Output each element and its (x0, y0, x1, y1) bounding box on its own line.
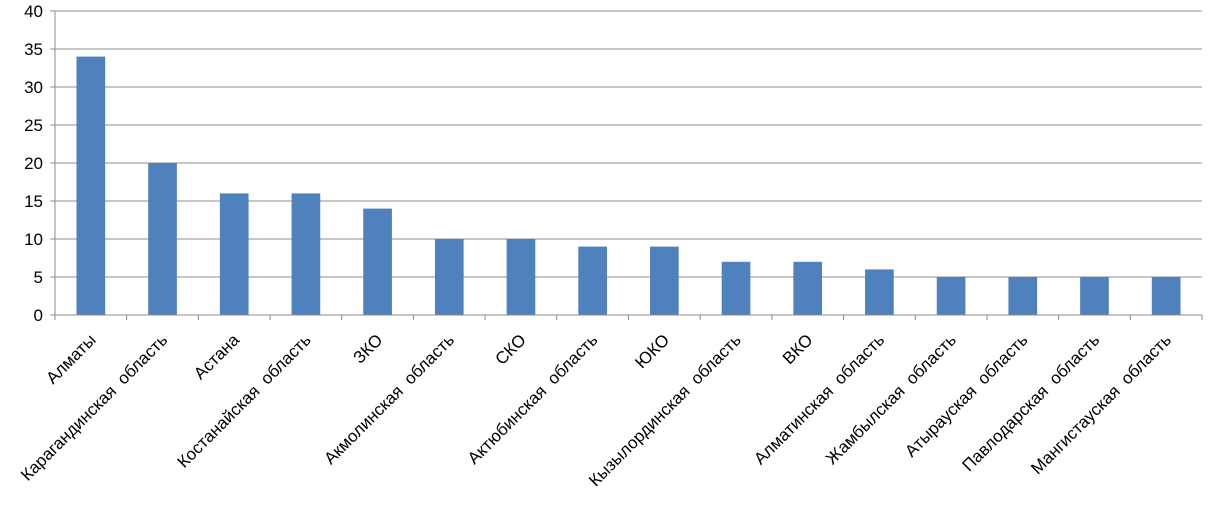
x-category-label: Актюбинская область (464, 330, 602, 468)
x-category-label: Атырауская область (901, 330, 1031, 460)
y-tick-label: 5 (34, 268, 43, 287)
bar (291, 193, 321, 315)
y-tick-label: 20 (24, 154, 43, 173)
x-category-label: Мангистауская область (1027, 330, 1175, 478)
x-category-label: ВКО (779, 330, 817, 368)
y-tick-label: 35 (24, 40, 43, 59)
y-tick-label: 0 (34, 306, 43, 325)
y-tick-label: 15 (24, 192, 43, 211)
bar (363, 208, 392, 315)
bar (506, 239, 536, 315)
bar (578, 246, 607, 315)
bar (865, 269, 894, 315)
bar (76, 56, 106, 315)
bar (434, 239, 464, 315)
x-category-label: Павлодарская область (959, 330, 1104, 475)
x-category-label: Карагандинская область (17, 330, 171, 484)
x-category-label: ЮКО (631, 330, 673, 372)
bar (219, 193, 249, 315)
bar (650, 246, 679, 315)
bar (721, 261, 751, 315)
x-category-label: Алматы (42, 330, 99, 387)
x-category-label: СКО (491, 330, 529, 368)
bars (76, 56, 1181, 315)
y-tick-label: 30 (24, 78, 43, 97)
bar (1151, 277, 1181, 315)
x-category-label: ЗКО (350, 330, 387, 367)
x-category-label: Алматинская область (750, 330, 888, 468)
bar (793, 261, 823, 315)
x-category-label: Костанайская область (174, 330, 315, 471)
x-category-label: Акмолинская область (320, 330, 458, 468)
bar (936, 277, 966, 315)
y-tick-label: 25 (24, 116, 43, 135)
x-category-label: Кызылординская область (585, 330, 745, 490)
x-category-label: Астана (190, 330, 243, 383)
axes (50, 10, 1203, 320)
y-axis-tick-labels: 0 5 10 15 20 25 30 35 40 (24, 2, 43, 325)
y-tick-label: 10 (24, 230, 43, 249)
bar (1080, 277, 1109, 315)
bar (148, 163, 177, 315)
y-tick-label: 40 (24, 2, 43, 21)
bar (1008, 277, 1038, 315)
x-category-label: Жамбылская область (822, 330, 960, 468)
